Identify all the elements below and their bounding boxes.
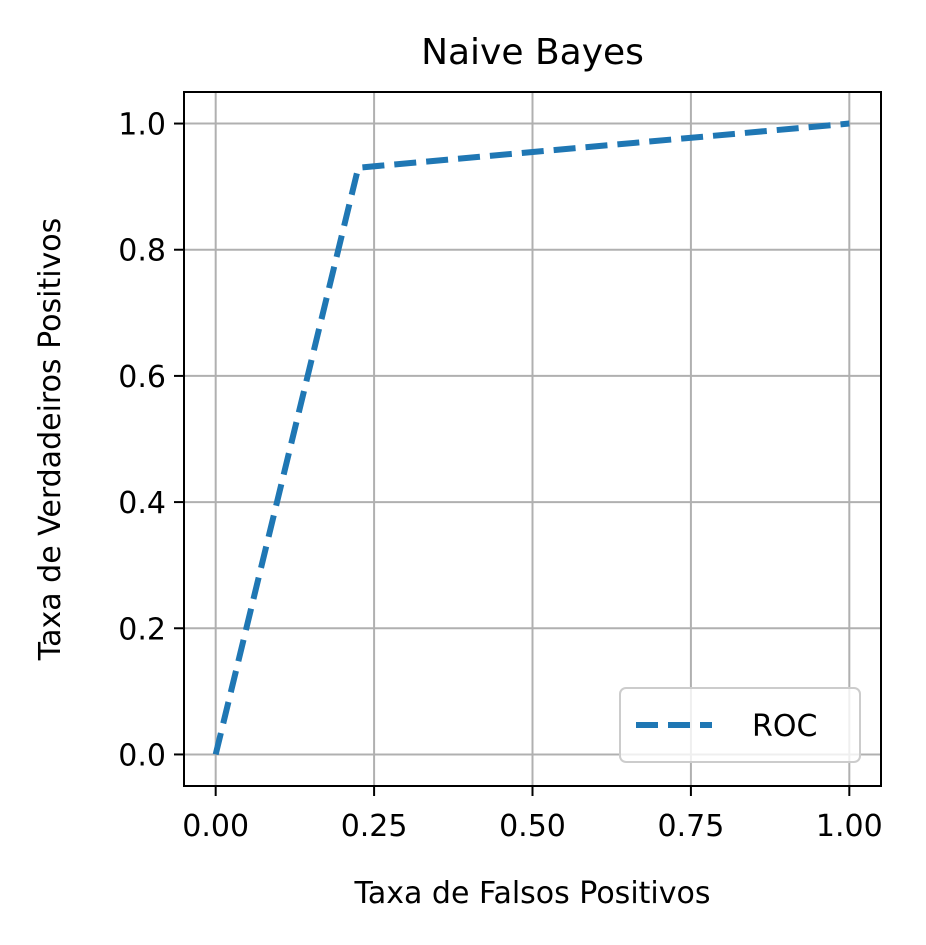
legend-box (619, 687, 861, 763)
x-tick-label: 0.00 (182, 809, 249, 844)
x-ticks: 0.00 0.25 0.50 0.75 1.00 (182, 786, 883, 844)
grid (184, 92, 881, 786)
y-ticks: 0.0 0.2 0.4 0.6 0.8 1.0 (118, 108, 184, 773)
legend: ROC (619, 687, 861, 763)
y-tick-label: 0.2 (118, 612, 166, 647)
roc-line (212, 120, 850, 756)
x-tick-label: 0.75 (658, 809, 725, 844)
x-tick-label: 0.25 (341, 809, 408, 844)
y-tick-label: 1.0 (118, 108, 166, 143)
x-tick-label: 0.50 (499, 809, 566, 844)
x-axis-label: Taxa de Falsos Positivos (353, 876, 710, 911)
y-tick-label: 0.6 (118, 360, 166, 395)
legend-label-roc: ROC (752, 709, 817, 744)
y-axis-label: Taxa de Verdadeiros Positivos (33, 218, 68, 662)
x-tick-label: 1.00 (816, 809, 883, 844)
y-tick-label: 0.0 (118, 738, 166, 773)
series-layer (212, 120, 850, 756)
y-tick-label: 0.4 (118, 486, 166, 521)
chart-title: Naive Bayes (421, 32, 644, 73)
y-tick-label: 0.8 (118, 234, 166, 269)
